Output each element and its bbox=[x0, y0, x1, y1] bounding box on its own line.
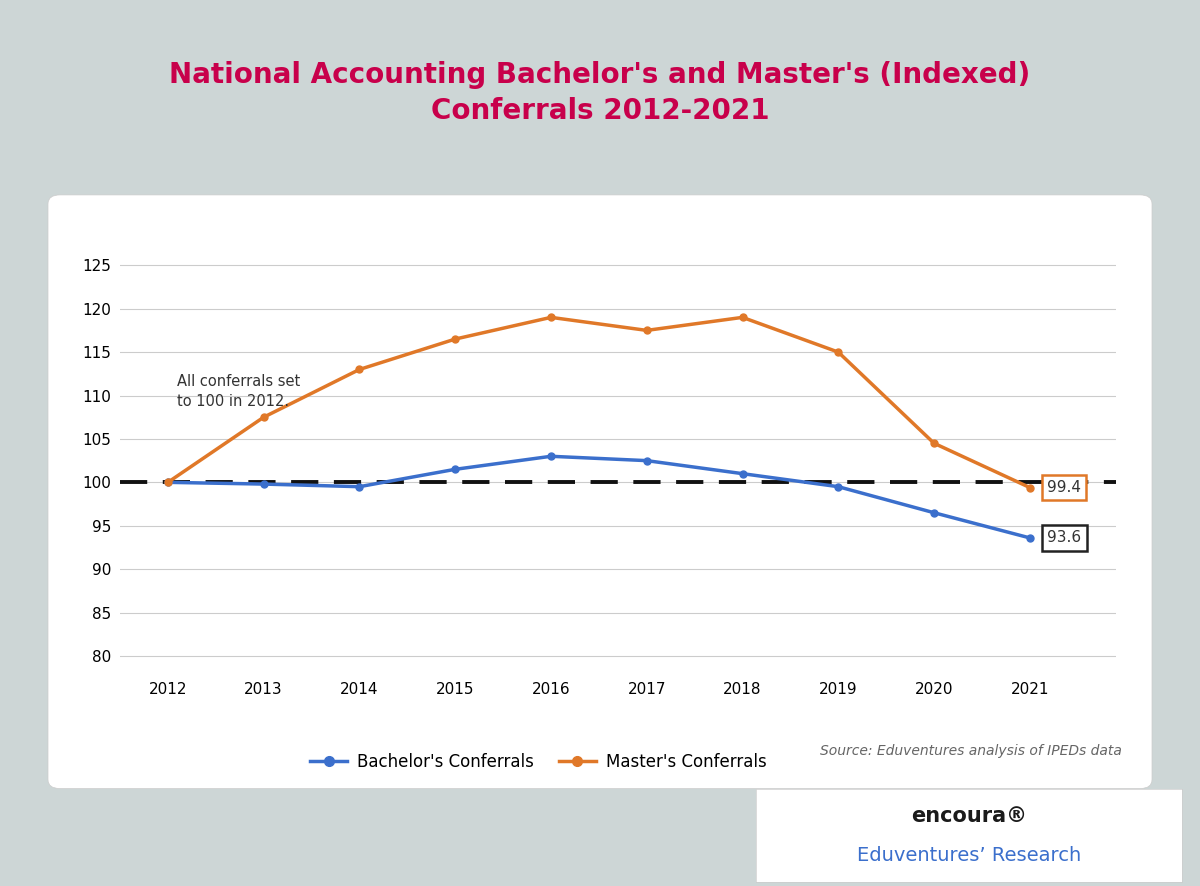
Text: Eduventures’ Research: Eduventures’ Research bbox=[857, 846, 1081, 865]
Text: National Accounting Bachelor's and Master's (Indexed)
Conferrals 2012-2021: National Accounting Bachelor's and Maste… bbox=[169, 60, 1031, 126]
Text: Source: Eduventures analysis of IPEDs data: Source: Eduventures analysis of IPEDs da… bbox=[820, 743, 1122, 758]
Legend: Bachelor's Conferrals, Master's Conferrals: Bachelor's Conferrals, Master's Conferra… bbox=[304, 747, 773, 778]
Text: 99.4: 99.4 bbox=[1048, 480, 1081, 495]
Text: 93.6: 93.6 bbox=[1048, 531, 1081, 546]
Text: All conferrals set
to 100 in 2012.: All conferrals set to 100 in 2012. bbox=[178, 374, 301, 408]
Text: encoura®: encoura® bbox=[911, 806, 1027, 827]
